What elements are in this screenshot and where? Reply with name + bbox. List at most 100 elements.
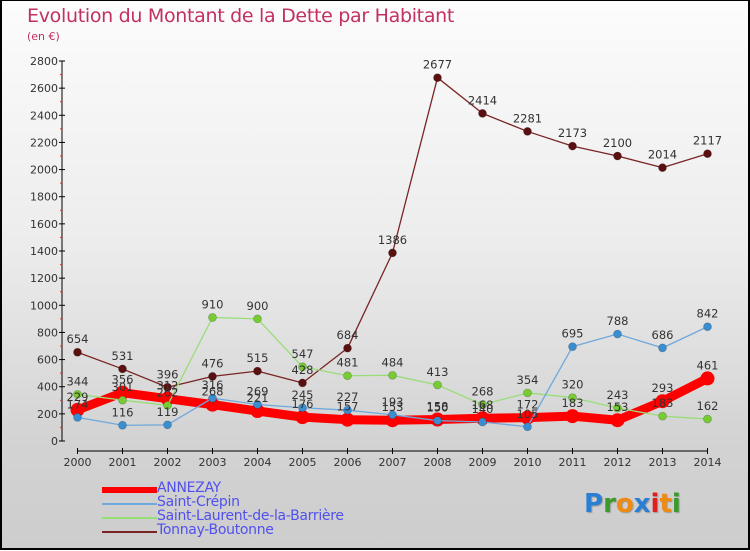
legend-label: Saint-Crépin <box>157 494 240 510</box>
data-point <box>613 151 622 161</box>
data-label: 162 <box>697 399 719 413</box>
data-label: 684 <box>337 328 359 342</box>
y-tick-label: 2600 <box>30 82 58 95</box>
data-point <box>658 163 667 173</box>
legend-label: Saint-Laurent-de-la-Barrière <box>157 508 344 524</box>
data-point <box>613 329 622 339</box>
data-point <box>70 402 85 417</box>
data-point <box>568 141 577 151</box>
data-label: 654 <box>67 332 89 346</box>
series-layer <box>70 73 715 432</box>
data-point <box>433 416 442 425</box>
data-label: 116 <box>112 405 134 419</box>
x-tick-label: 2003 <box>199 456 227 469</box>
legend-swatch <box>102 517 157 519</box>
data-label: 461 <box>697 358 719 372</box>
y-tick-label: 1000 <box>30 299 58 312</box>
axes: 0 200 400 600 800 1000 1200 1400 1600 1800 2000 220… <box>30 55 722 469</box>
data-label: 428 <box>292 363 314 377</box>
logo-letter: P <box>584 489 604 519</box>
data-point <box>295 410 310 425</box>
data-label: 158 <box>427 400 449 414</box>
data-point <box>388 248 397 258</box>
data-label: 243 <box>607 388 629 402</box>
data-label: 301 <box>112 380 134 394</box>
data-point <box>250 404 265 419</box>
y-tick-label: 400 <box>37 381 58 394</box>
data-point <box>478 400 487 409</box>
proxiti-logo: Proxiti <box>584 489 681 519</box>
data-point <box>253 314 262 324</box>
series-tonnay-boutonne <box>73 73 712 392</box>
logo-letter: o <box>615 489 634 519</box>
data-label: 2414 <box>468 93 497 107</box>
data-label: 2117 <box>693 134 722 148</box>
x-tick-label: 2010 <box>514 456 542 469</box>
data-point <box>613 403 622 413</box>
legend-label: ANNEZAY <box>157 480 221 496</box>
data-label: 354 <box>517 373 539 387</box>
data-label: 316 <box>202 378 224 392</box>
x-tick-label: 2011 <box>559 456 587 469</box>
data-point <box>433 380 442 390</box>
data-point <box>523 127 532 136</box>
legend-item: Saint-Laurent-de-la-Barrière <box>100 508 400 525</box>
data-point <box>703 149 712 159</box>
legend-label: Tonnay-Boutonne <box>157 522 274 538</box>
data-label: 686 <box>652 328 674 342</box>
data-label: 788 <box>607 314 629 328</box>
x-tick-label: 2014 <box>694 456 722 469</box>
series-annezay <box>70 371 715 428</box>
y-tick-label: 2400 <box>30 109 58 122</box>
data-point <box>343 405 352 415</box>
x-tick-label: 2013 <box>649 456 677 469</box>
data-label: 515 <box>247 351 269 365</box>
x-tick-label: 2006 <box>334 456 362 469</box>
series-saint-laurent-de-la-barriere <box>73 313 712 424</box>
data-point <box>565 409 580 424</box>
data-label: 119 <box>157 405 179 419</box>
data-point <box>298 378 307 388</box>
data-label: 172 <box>517 398 539 412</box>
data-label: 227 <box>337 390 359 404</box>
x-tick-label: 2007 <box>379 456 407 469</box>
data-point <box>160 391 175 406</box>
data-label: 910 <box>202 298 224 312</box>
data-label: 413 <box>427 365 449 379</box>
data-label: 900 <box>247 299 269 313</box>
legend-swatch <box>102 503 157 505</box>
legend-swatch <box>102 531 157 533</box>
legend-swatch <box>102 487 157 493</box>
data-point <box>388 410 397 420</box>
data-label: 193 <box>382 395 404 409</box>
data-label: 2173 <box>558 126 587 140</box>
data-label: 245 <box>292 388 314 402</box>
data-label: 842 <box>697 307 719 321</box>
data-point <box>703 414 712 424</box>
y-tick-label: 1600 <box>30 218 58 231</box>
data-label: 268 <box>472 385 494 399</box>
data-point <box>118 395 127 405</box>
data-label: 153 <box>382 400 404 414</box>
logo-letter: i <box>671 489 681 519</box>
data-label: 268 <box>202 385 224 399</box>
data-label: 229 <box>67 390 89 404</box>
data-point <box>388 370 397 380</box>
x-tick-label: 2001 <box>109 456 137 469</box>
x-tick-label: 2012 <box>604 456 632 469</box>
data-point <box>118 364 127 374</box>
data-label: 140 <box>472 402 494 416</box>
data-point <box>340 412 355 427</box>
logo-letter: t <box>659 489 672 519</box>
data-point <box>73 347 82 357</box>
data-label: 183 <box>562 396 584 410</box>
data-point <box>118 420 127 430</box>
data-label: 312 <box>157 379 179 393</box>
data-label: 2281 <box>513 111 542 125</box>
data-label: 2677 <box>423 58 452 72</box>
data-label: 396 <box>157 367 179 381</box>
data-label: 157 <box>337 400 359 414</box>
